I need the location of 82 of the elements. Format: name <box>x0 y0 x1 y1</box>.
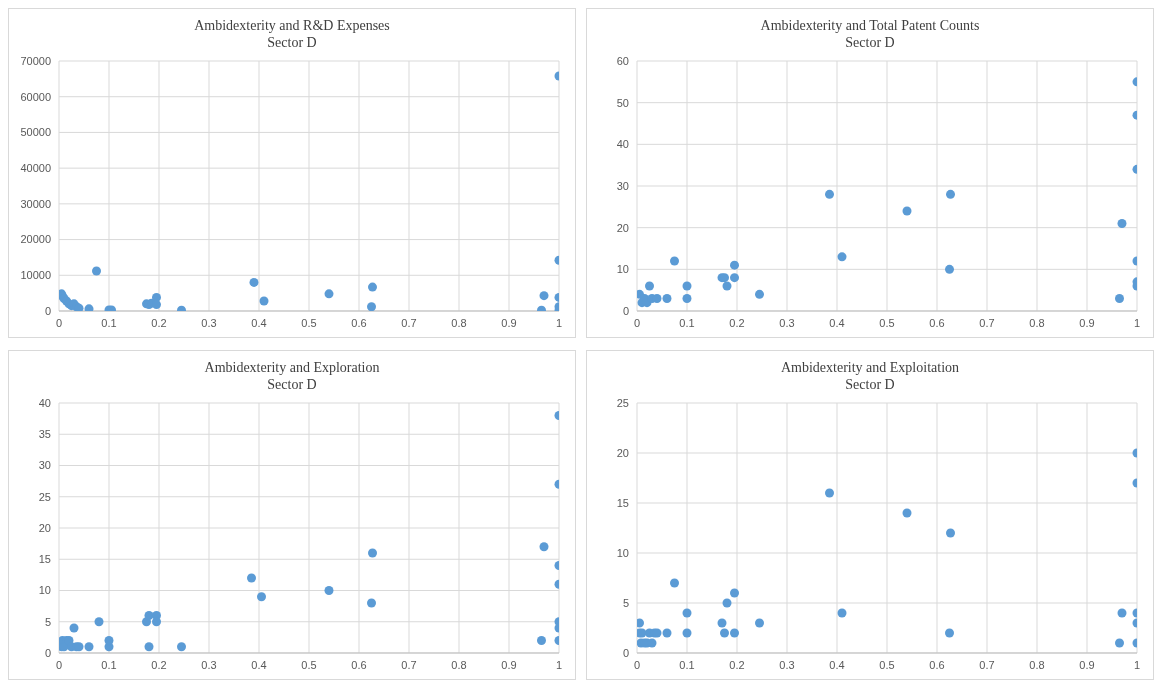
x-tick-label: 0.1 <box>101 316 117 329</box>
y-tick-label: 20 <box>38 521 51 534</box>
y-tick-label: 10 <box>38 584 51 597</box>
x-tick-label: 0.7 <box>979 658 995 671</box>
y-tick-label: 15 <box>38 553 51 566</box>
y-tick-label: 40 <box>616 138 629 151</box>
y-tick-label: 30 <box>38 459 51 472</box>
x-tick-label: 0.2 <box>729 316 745 329</box>
x-tick-label: 0.5 <box>301 658 317 671</box>
x-tick-label: 0.1 <box>679 658 695 671</box>
y-tick-label: 10 <box>616 263 629 276</box>
x-tick-label: 0.1 <box>101 658 117 671</box>
chart-title: Ambidexterity and Total Patent Counts <box>759 17 981 34</box>
x-tick-label: 0.8 <box>451 316 467 329</box>
y-tick-label: 25 <box>616 396 629 409</box>
y-tick-label: 0 <box>622 304 629 317</box>
y-tick-label: 30 <box>616 179 629 192</box>
x-tick-label: 0.4 <box>829 658 845 671</box>
y-tick-label: 0 <box>622 646 629 659</box>
y-tick-label: 70000 <box>20 54 51 67</box>
y-tick-label: 0 <box>44 304 51 317</box>
y-tick-label: 20000 <box>20 233 51 246</box>
chart-title: Ambidexterity and Exploration <box>203 359 381 376</box>
y-tick-label: 5 <box>622 596 629 609</box>
y-tick-label: 30000 <box>20 197 51 210</box>
x-tick-label: 0.5 <box>301 316 317 329</box>
x-tick-label: 0.6 <box>351 658 367 671</box>
x-tick-label: 1 <box>1133 316 1141 329</box>
y-tick-label: 15 <box>616 496 629 509</box>
x-tick-label: 0 <box>633 316 641 329</box>
x-tick-label: 0.7 <box>401 316 417 329</box>
x-tick-label: 0 <box>55 316 63 329</box>
x-tick-label: 0.8 <box>1029 658 1045 671</box>
x-tick-label: 0.7 <box>401 658 417 671</box>
y-tick-label: 10 <box>616 546 629 559</box>
x-tick-label: 0.3 <box>201 658 217 671</box>
x-tick-label: 1 <box>555 658 563 671</box>
x-tick-label: 0 <box>55 658 63 671</box>
x-tick-label: 0.1 <box>679 316 695 329</box>
x-tick-label: 0.9 <box>501 316 517 329</box>
y-tick-label: 40000 <box>20 162 51 175</box>
y-tick-label: 0 <box>44 646 51 659</box>
chart-subtitle: Sector D <box>266 34 318 51</box>
x-tick-label: 0.2 <box>151 658 167 671</box>
y-tick-label: 20 <box>616 446 629 459</box>
chart-subtitle: Sector D <box>844 34 896 51</box>
chart-title: Ambidexterity and R&D Expenses <box>193 17 391 34</box>
x-tick-label: 0.3 <box>779 316 795 329</box>
chart-subtitle: Sector D <box>844 376 896 393</box>
x-tick-label: 0.9 <box>1079 316 1095 329</box>
x-tick-label: 0.7 <box>979 316 995 329</box>
x-tick-label: 0.4 <box>829 316 845 329</box>
y-tick-label: 10000 <box>20 269 51 282</box>
x-tick-label: 0.2 <box>729 658 745 671</box>
x-tick-label: 0.3 <box>201 316 217 329</box>
y-tick-label: 40 <box>38 396 51 409</box>
x-tick-label: 1 <box>555 316 563 329</box>
x-tick-label: 0 <box>633 658 641 671</box>
x-tick-label: 0.6 <box>929 658 945 671</box>
x-tick-label: 0.8 <box>451 658 467 671</box>
y-tick-label: 50000 <box>20 126 51 139</box>
x-tick-label: 0.9 <box>1079 658 1095 671</box>
x-tick-label: 0.9 <box>501 658 517 671</box>
y-tick-label: 5 <box>44 615 51 628</box>
y-tick-label: 20 <box>616 221 629 234</box>
x-tick-label: 0.6 <box>351 316 367 329</box>
x-tick-label: 0.8 <box>1029 316 1045 329</box>
y-tick-label: 25 <box>38 490 51 503</box>
y-tick-label: 50 <box>616 96 629 109</box>
x-tick-label: 0.5 <box>879 316 895 329</box>
x-tick-label: 1 <box>1133 658 1141 671</box>
y-tick-label: 60000 <box>20 90 51 103</box>
y-tick-label: 35 <box>38 428 51 441</box>
chart-title: Ambidexterity and Exploitation <box>779 359 961 376</box>
x-tick-label: 0.5 <box>879 658 895 671</box>
chart-subtitle: Sector D <box>266 376 318 393</box>
x-tick-label: 0.6 <box>929 316 945 329</box>
x-tick-label: 0.3 <box>779 658 795 671</box>
x-tick-label: 0.4 <box>251 316 267 329</box>
x-tick-label: 0.4 <box>251 658 267 671</box>
y-tick-label: 60 <box>616 54 629 67</box>
x-tick-label: 0.2 <box>151 316 167 329</box>
